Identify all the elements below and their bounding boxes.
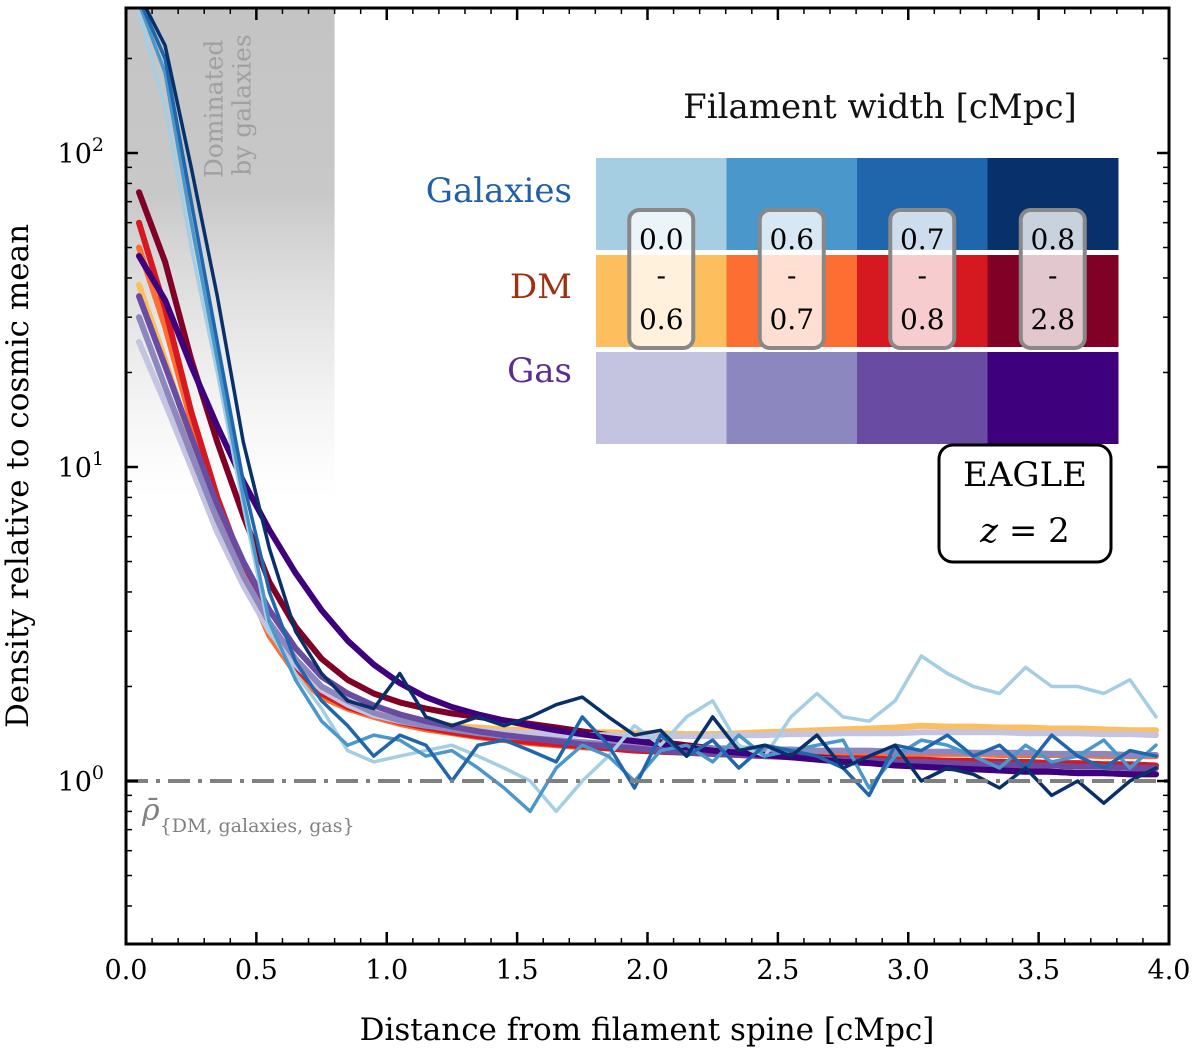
legend-bin-1-mid: -	[787, 259, 796, 292]
cosmic-mean-symbol: ρ̄	[141, 793, 160, 828]
legend-bin-box-1	[757, 208, 826, 350]
legend-bin-1-top: 0.6	[769, 223, 814, 256]
legend: Filament width [cMpc] 0.0-0.60.6-0.70.7-…	[426, 87, 1119, 444]
x-tick-label: 3.5	[1017, 955, 1060, 986]
simulation-annotation: EAGLE z = 2	[937, 443, 1113, 564]
x-axis-label: Distance from filament spine [cMpc]	[360, 1012, 935, 1048]
y-tick-label: 101	[58, 448, 104, 484]
legend-row-galaxies: Galaxies	[426, 171, 572, 211]
plot-frame	[124, 6, 1171, 946]
legend-swatch-gas-bin1	[726, 352, 858, 444]
shaded-region-label-line2: by galaxies	[227, 34, 256, 176]
series-line-gas-bin3	[136, 253, 1159, 778]
annotation-line2: z = 2	[979, 511, 1070, 551]
series-line-galaxies-bin2	[141, 8, 1158, 798]
x-tick-label: 2.0	[626, 955, 669, 986]
legend-swatch-gas-bin2	[857, 352, 988, 444]
legend-bin-box-0	[627, 208, 696, 350]
annotation-box	[937, 443, 1113, 564]
legend-bin-2-bottom: 0.8	[900, 303, 945, 336]
shaded-region-label-line1: Dominated	[199, 40, 228, 179]
series-line-galaxies-bin1	[138, 8, 1158, 814]
legend-bin-0-mid: -	[657, 259, 666, 292]
y-tick-label: 102	[58, 134, 104, 170]
series-layer	[136, 8, 1159, 814]
series-line-gas-bin2	[136, 293, 1159, 771]
legend-row-dm: DM	[510, 267, 572, 307]
legend-bin-1-bottom: 0.7	[769, 303, 814, 336]
x-tick-label: 0.5	[235, 955, 278, 986]
x-tick-label: 1.0	[365, 955, 408, 986]
legend-swatch-gas-bin3	[987, 352, 1119, 444]
legend-swatch-gas-bin0	[596, 352, 727, 444]
cosmic-mean-subscript: {DM, galaxies, gas}	[160, 815, 355, 837]
legend-bin-3-mid: -	[1048, 259, 1057, 292]
legend-bin-box-3	[1018, 208, 1087, 350]
cosmic-mean-label: ρ̄{DM, galaxies, gas}	[141, 793, 355, 837]
x-tick-label: 3.0	[887, 955, 930, 986]
legend-bin-2-mid: -	[918, 259, 927, 292]
series-line-gas-bin1	[136, 314, 1159, 758]
legend-row-gas: Gas	[507, 351, 572, 391]
annotation-line1: EAGLE	[963, 455, 1087, 495]
x-tick-label: 1.5	[496, 955, 539, 986]
legend-grid: 0.0-0.60.6-0.70.7-0.80.8-2.8	[596, 158, 1119, 444]
legend-bin-0-top: 0.0	[639, 223, 684, 256]
series-line-galaxies-bin0	[137, 10, 1158, 814]
legend-bin-0-bottom: 0.6	[639, 303, 684, 336]
legend-bin-3-top: 0.8	[1030, 223, 1075, 256]
legend-bin-3-bottom: 2.8	[1030, 303, 1075, 336]
x-tick-label: 0.0	[105, 955, 148, 986]
annotation-redshift-value: = 2	[998, 511, 1070, 551]
shaded-region-label: Dominated by galaxies	[199, 32, 256, 179]
y-axis-label: Density relative to cosmic mean	[0, 224, 36, 728]
x-tick-label: 2.5	[756, 955, 799, 986]
legend-bin-box-2	[888, 208, 957, 350]
legend-title: Filament width [cMpc]	[683, 87, 1077, 127]
x-tick-label: 4.0	[1148, 955, 1191, 986]
legend-bin-2-top: 0.7	[900, 223, 945, 256]
y-tick-label: 100	[58, 762, 104, 798]
annotation-redshift-var: z	[979, 511, 999, 551]
